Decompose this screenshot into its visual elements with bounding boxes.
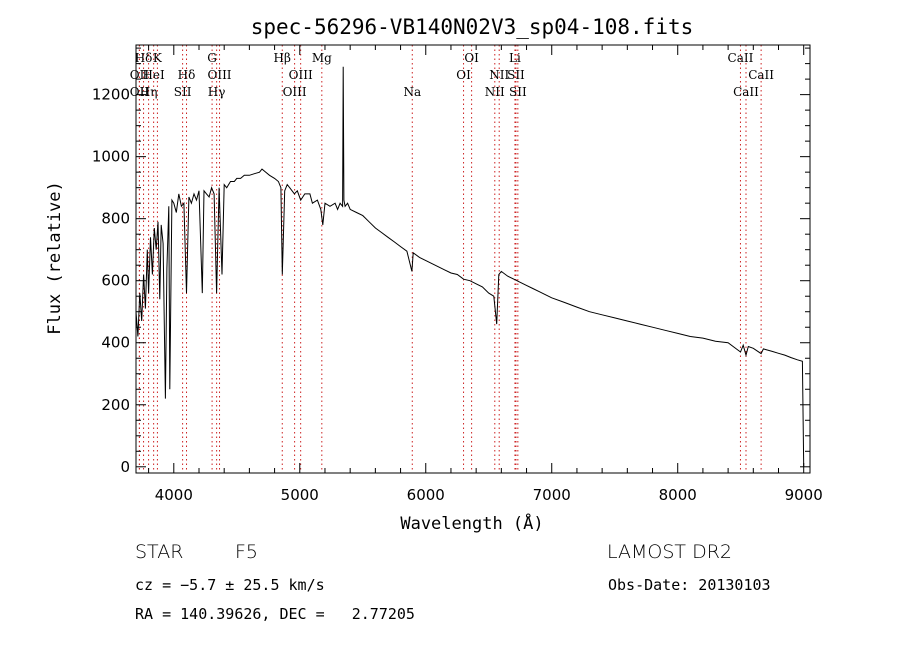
- spectral-line-label: Hγ: [208, 85, 226, 99]
- subclass-label: F5: [235, 541, 259, 563]
- spectral-line-label: K: [153, 51, 163, 65]
- y-axis-ticks: 0 200 400 600 800 1000 1200: [92, 47, 810, 476]
- spectral-line-label: Hη: [140, 85, 158, 99]
- y-axis-label: Flux (relative): [45, 181, 65, 335]
- spectral-line-label: OIII: [289, 68, 313, 82]
- spectral-line-label: Hβ: [274, 51, 291, 65]
- spectral-line-label: OI: [456, 68, 471, 82]
- plot-frame: [135, 44, 811, 474]
- spectral-line-label: NII: [485, 85, 505, 99]
- spectral-line-label: OII: [130, 85, 150, 99]
- spectral-line-label: OIII: [283, 85, 307, 99]
- spectral-line-label: CaII: [733, 85, 759, 99]
- y-tick-label: 1200: [92, 86, 130, 104]
- x-tick-label: 6000: [407, 486, 445, 504]
- y-tick-label: 800: [101, 210, 130, 228]
- object-class-label: STAR: [135, 541, 184, 563]
- survey-label: LAMOST DR2: [607, 541, 732, 563]
- spectral-line-label: Hδ: [135, 51, 153, 65]
- spectral-line-label: CaII: [748, 68, 774, 82]
- spectral-line-label: OIII: [207, 68, 231, 82]
- spectral-line-label: SII: [507, 68, 525, 82]
- y-tick-label: 400: [101, 334, 130, 352]
- spectral-line-label: CaII: [728, 51, 754, 65]
- obs-date-label: Obs-Date: 20130103: [608, 576, 771, 594]
- x-tick-label: 8000: [659, 486, 697, 504]
- spectral-line-label: Hδ: [178, 68, 196, 82]
- x-axis-ticks: 4000 5000 6000 7000 8000 9000: [148, 45, 823, 504]
- x-tick-label: 9000: [785, 486, 823, 504]
- y-tick-label: 200: [101, 396, 130, 414]
- chart-title: spec-56296-VB140N02V3_sp04-108.fits: [251, 15, 694, 39]
- redshift-label: cz = −5.7 ± 25.5 km/s: [135, 576, 325, 594]
- spectral-line-label: Li: [509, 51, 521, 65]
- spectral-line-label: G: [207, 51, 217, 65]
- spectral-line-label: Na: [403, 85, 421, 99]
- y-tick-label: 0: [120, 458, 130, 476]
- spectral-line-label: SII: [174, 85, 192, 99]
- spectral-line-label: OI: [464, 51, 479, 65]
- x-tick-label: 5000: [281, 486, 319, 504]
- spectral-line-label: OII: [130, 68, 150, 82]
- spectral-line-label: Mg: [312, 51, 332, 65]
- x-axis-label: Wavelength (Å): [400, 512, 543, 534]
- y-tick-label: 600: [101, 272, 130, 290]
- spectrum-line: [135, 66, 805, 467]
- spectral-line-label: NII: [489, 68, 509, 82]
- y-tick-label: 1000: [92, 148, 130, 166]
- x-tick-label: 4000: [155, 486, 193, 504]
- x-tick-label: 7000: [533, 486, 571, 504]
- spectral-line-label: HeI: [142, 68, 165, 82]
- spectral-line-label: SII: [509, 85, 527, 99]
- coordinates-label: RA = 140.39626, DEC = 2.77205: [135, 605, 415, 623]
- spectral-line-markers: [138, 45, 762, 473]
